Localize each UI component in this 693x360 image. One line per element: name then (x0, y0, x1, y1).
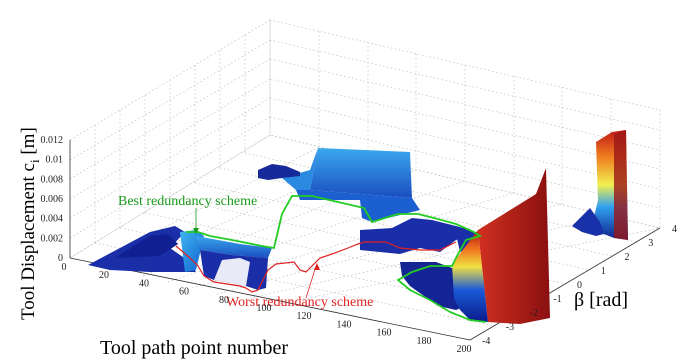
x-tick-label: 60 (179, 287, 189, 298)
surface (88, 130, 628, 324)
y-tick-label: 1 (601, 266, 606, 277)
y-tick-label: 4 (672, 224, 677, 235)
best-scheme-arrowhead (193, 228, 199, 234)
y-tick-label: -4 (482, 336, 490, 347)
x-axis-line (69, 257, 471, 341)
x-tick-label: 200 (457, 344, 472, 355)
y-tick-label: 0 (577, 280, 582, 291)
right-wall-grid (269, 19, 661, 229)
y-tick-labels: -4 -3 -2 -1 0 1 2 3 4 (482, 224, 677, 347)
z-tick-label: 0.006 (41, 194, 64, 205)
worst-scheme-line (175, 241, 457, 293)
surface-plateau-left (196, 236, 272, 258)
y-tick-label: -1 (553, 294, 561, 305)
z-tick-label: 0.002 (41, 233, 64, 244)
surface-big-wall-face (478, 168, 550, 324)
left-wall-grid (69, 19, 271, 259)
worst-scheme-arrow (305, 265, 317, 299)
worst-scheme-arrowhead (314, 263, 320, 270)
surface-plateau-left-notch (214, 258, 250, 286)
z-tick-label: 0.004 (41, 214, 64, 225)
z-axis-label-sub: i (27, 159, 42, 163)
x-tick-label: 120 (297, 311, 312, 322)
x-tick-label: 140 (337, 319, 352, 330)
surface-big-wall-side (452, 230, 488, 322)
surface-left-low-2 (115, 234, 178, 258)
surface-small-spot (258, 164, 300, 180)
z-axis-label-unit: [m] (18, 127, 39, 159)
surface-center-side (282, 148, 318, 190)
scheme-paths (175, 195, 487, 323)
y-axis-label: β [rad] (574, 289, 628, 311)
surface-spike-base (572, 208, 604, 236)
x-tick-label: 180 (417, 336, 432, 347)
x-axis-label: Tool path point number (100, 337, 288, 359)
z-tick-label: 0.008 (41, 174, 64, 185)
y-tick-label: -2 (530, 308, 538, 319)
x-tick-labels: 0 20 40 60 80 100 120 140 160 180 200 (62, 262, 472, 355)
z-axis-label-main: Tool Displacement c (18, 163, 39, 320)
x-tick-label: 160 (377, 328, 392, 339)
x-tick-label: 40 (139, 278, 149, 289)
z-axis-label-group: Tool Displacement ci [m] (18, 127, 42, 320)
x-tick-label: 0 (62, 262, 67, 273)
surface-center-block-top (310, 148, 412, 198)
z-tick-label: 0.01 (46, 155, 64, 166)
surface-spike-shade (614, 130, 628, 240)
z-axis-label: Tool Displacement ci [m] (18, 127, 42, 320)
best-scheme-label: Best redundancy scheme (118, 194, 257, 209)
z-tick-labels: 0 0.002 0.004 0.006 0.008 0.01 0.012 (41, 135, 64, 264)
z-tick-label: 0.012 (41, 135, 64, 146)
y-tick-label: 3 (648, 238, 653, 249)
worst-scheme-label: Worst redundancy scheme (226, 295, 373, 310)
y-tick-label: 2 (625, 252, 630, 263)
y-tick-label: -3 (506, 322, 514, 333)
x-tick-label: 80 (219, 295, 229, 306)
surface-center-block-front (296, 190, 420, 222)
x-tick-label: 20 (99, 270, 109, 281)
best-scheme-line (186, 195, 487, 323)
x-tick-label: 100 (257, 303, 272, 314)
z-tick-label: 0 (58, 253, 63, 264)
surface-right-low (360, 218, 480, 254)
